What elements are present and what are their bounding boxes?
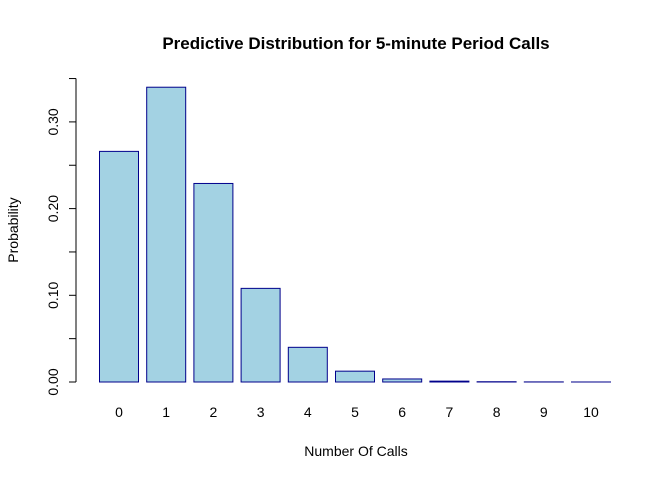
x-tick-label: 4 bbox=[304, 404, 312, 420]
y-tick-label: 0.10 bbox=[45, 281, 61, 308]
chart-title: Predictive Distribution for 5-minute Per… bbox=[162, 34, 549, 53]
x-tick-label: 0 bbox=[115, 404, 123, 420]
bar-7 bbox=[429, 380, 470, 383]
y-tick-label: 0.30 bbox=[45, 108, 61, 135]
x-tick-label: 2 bbox=[210, 404, 218, 420]
x-tick-label: 7 bbox=[446, 404, 454, 420]
bar-6 bbox=[382, 378, 423, 383]
x-axis-label: Number Of Calls bbox=[304, 443, 407, 459]
x-tick-label: 1 bbox=[162, 404, 170, 420]
bar-2 bbox=[193, 182, 234, 383]
bar-5 bbox=[335, 370, 375, 383]
x-tick-label: 10 bbox=[583, 404, 599, 420]
bars bbox=[99, 86, 611, 383]
x-tick-label: 9 bbox=[540, 404, 548, 420]
y-tick-label: 0.20 bbox=[45, 195, 61, 222]
bar-3 bbox=[240, 287, 281, 383]
x-tick-label: 5 bbox=[351, 404, 359, 420]
x-tick-labels: 0 1 2 3 4 5 6 7 8 9 10 bbox=[115, 404, 599, 420]
x-tick-label: 8 bbox=[493, 404, 501, 420]
x-tick-label: 6 bbox=[398, 404, 406, 420]
y-tick-label: 0.00 bbox=[45, 368, 61, 395]
bar-0 bbox=[99, 150, 139, 383]
y-axis-label: Probability bbox=[5, 197, 21, 262]
bar-1 bbox=[146, 86, 187, 383]
bar-4 bbox=[287, 346, 328, 383]
x-tick-label: 3 bbox=[257, 404, 265, 420]
y-axis: 0.00 0.10 0.20 0.30 bbox=[45, 78, 77, 396]
